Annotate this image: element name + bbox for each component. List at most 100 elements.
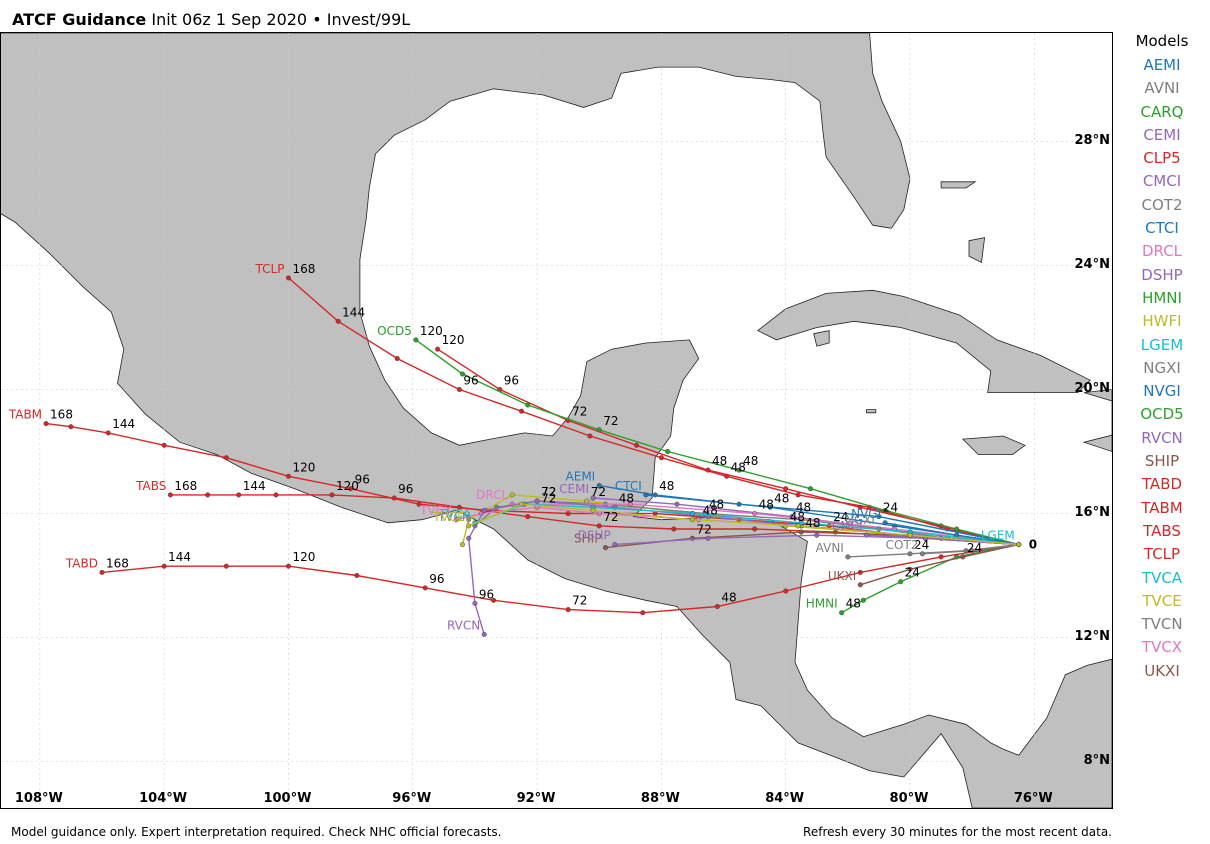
track-hour-label-ctci: 48 (774, 491, 789, 505)
track-name-rvcn: RVCN (447, 618, 480, 632)
track-point-tabd (99, 569, 105, 575)
lon-label: 84°W (765, 791, 805, 806)
track-hour-label-ocd5: 48 (743, 454, 758, 468)
track-point-cot2 (919, 551, 925, 557)
track-ocd5[interactable] (413, 337, 1022, 548)
track-point-cemi (674, 501, 680, 507)
track-point-tabs (391, 495, 397, 501)
lat-label: 24°N (1074, 256, 1110, 272)
legend-item-tvce[interactable]: TVCE (1142, 591, 1182, 610)
title-bold: ATCF Guidance (12, 10, 147, 29)
track-layer (43, 275, 1022, 637)
legend-item-ship[interactable]: SHIP (1144, 452, 1180, 471)
track-avni[interactable] (845, 542, 1022, 560)
track-point-tabm (348, 486, 354, 492)
legend-item-tabs[interactable]: TABS (1143, 521, 1181, 540)
track-point-tabd (938, 554, 944, 560)
track-point-tclp (285, 275, 291, 281)
track-point-ship (798, 529, 804, 535)
track-hour-label-drcl: 48 (759, 498, 774, 512)
track-hour-label-tabm: 168 (50, 408, 73, 422)
track-point-clp5 (705, 467, 711, 473)
legend-item-aemi[interactable]: AEMI (1143, 56, 1181, 74)
track-name-tvcx: TVCX (419, 504, 452, 518)
legend-item-cot2[interactable]: COT2 (1141, 195, 1183, 214)
track-point-drcl (752, 511, 758, 517)
track-point-tabs (329, 492, 335, 498)
lat-label: 16°N (1074, 504, 1110, 520)
lon-label: 88°W (640, 791, 680, 806)
legend-item-hwfi[interactable]: HWFI (1142, 312, 1182, 331)
legend-item-ocd5[interactable]: OCD5 (1140, 405, 1184, 424)
track-hour-label-clp5: 72 (572, 405, 587, 419)
legend-item-cmci[interactable]: CMCI (1142, 172, 1182, 191)
track-hour-label-clp5: 120 (442, 333, 465, 347)
track-point-clp5 (634, 442, 640, 448)
track-name-dshp: DSHP (578, 529, 611, 543)
legend-item-cemi[interactable]: CEMI (1143, 125, 1181, 144)
legend-item-ukxi[interactable]: UKXI (1144, 661, 1180, 680)
track-tvce[interactable] (466, 501, 1022, 548)
track-point-tabm (68, 424, 74, 430)
track-point-ctci (643, 492, 649, 498)
track-point-ctci (767, 504, 773, 510)
track-point-tabm (285, 473, 291, 479)
track-point-tvce (590, 507, 596, 513)
chart-title: ATCF Guidance Init 06z 1 Sep 2020 • Inve… (12, 10, 410, 29)
legend-item-tvcn[interactable]: TVCN (1141, 615, 1183, 634)
track-hour-label-tabm: 144 (112, 417, 135, 431)
legend-item-hmni[interactable]: HMNI (1142, 288, 1182, 307)
track-point-tabm (223, 455, 229, 461)
legend-item-tclp[interactable]: TCLP (1143, 545, 1181, 564)
track-point-ocd5 (808, 486, 814, 492)
track-point-tabs (273, 492, 279, 498)
track-hour-label-ship: 48 (805, 516, 820, 530)
map-canvas[interactable]: 4896144168TCLP4872961204872120OCD5249612… (1, 33, 1112, 808)
legend-item-tvcx[interactable]: TVCX (1141, 638, 1183, 657)
legend-item-ctci[interactable]: CTCI (1145, 219, 1179, 238)
legend-item-rvcn[interactable]: RVCN (1141, 428, 1183, 447)
lat-label: 8°N (1083, 752, 1110, 768)
lon-label: 100°W (263, 791, 312, 806)
track-name-ctci: CTCI (615, 479, 642, 493)
track-point-tclp (394, 356, 400, 362)
legend-item-clp5[interactable]: CLP5 (1143, 149, 1181, 168)
legend-item-tabd[interactable]: TABD (1141, 475, 1183, 494)
track-point-tvca (689, 511, 695, 517)
legend-item-carq[interactable]: CARQ (1140, 102, 1184, 121)
legend-item-drcl[interactable]: DRCL (1141, 242, 1183, 261)
track-hour-label-tclp: 96 (463, 374, 478, 388)
track-hour-label-clp5: 48 (712, 454, 727, 468)
legend: Models AEMI AVNI CARQ CEMI CLP5 CMCI COT2 CTCI D… (1118, 32, 1206, 683)
track-hour-label-tclp: 48 (731, 460, 746, 474)
legend-item-lgem[interactable]: LGEM (1140, 335, 1184, 354)
legend-item-avni[interactable]: AVNI (1144, 79, 1180, 98)
track-point-clp5 (435, 346, 441, 352)
legend-item-tabm[interactable]: TABM (1141, 498, 1183, 517)
track-point-ship (602, 545, 608, 551)
track-hour-label-tabd: 144 (168, 550, 191, 564)
track-point-tabs (596, 523, 602, 529)
track-name-tabm: TABM (8, 408, 42, 422)
track-point-tabm (43, 421, 49, 427)
lon-label: 80°W (889, 791, 929, 806)
track-point-ocd5 (882, 507, 888, 513)
track-point-tabd (161, 563, 167, 569)
track-point-hmni (898, 579, 904, 585)
track-point-tabs (671, 526, 677, 532)
legend-item-tvca[interactable]: TVCA (1141, 568, 1183, 587)
map-frame[interactable]: 48 96 144 168 TCLP 48 72 96 120 48 72 120 OCD5 24 96 12… (0, 32, 1113, 809)
track-name-lgem: LGEM (981, 529, 1015, 543)
track-name-ship: SHIP (574, 532, 601, 546)
track-name-ngxi: NGXI (845, 513, 875, 527)
track-point-tabs (236, 492, 242, 498)
legend-item-dshp[interactable]: DSHP (1141, 265, 1183, 284)
legend-title: Models (1135, 32, 1189, 50)
track-point-hwfi (466, 517, 472, 523)
track-name-tvca: TVCA (438, 507, 472, 521)
legend-item-ngxi[interactable]: NGXI (1143, 358, 1181, 377)
track-hour-label-rvcn: 72 (541, 485, 556, 499)
legend-item-nvgi[interactable]: NVGI (1143, 382, 1181, 401)
track-point-ocd5 (954, 526, 960, 532)
track-hour-label-tabm: 96 (355, 473, 370, 487)
